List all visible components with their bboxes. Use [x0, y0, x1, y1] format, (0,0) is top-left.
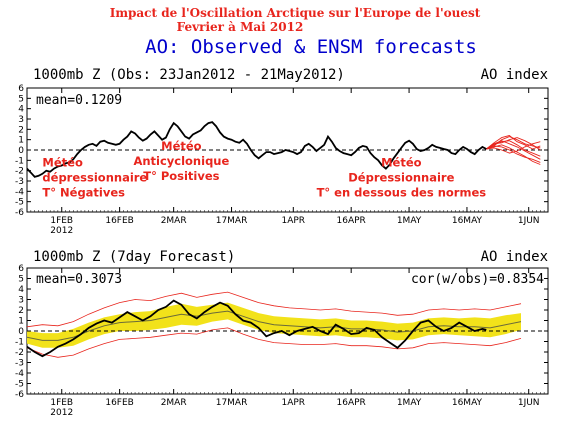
weather-annotation-text: dépressionnaire [42, 171, 147, 185]
y-tick-label: 2 [18, 125, 24, 135]
x-tick-label: 1JUN [518, 216, 540, 226]
x-tick-label: 16FEB [105, 398, 134, 408]
x-tick-label: 1APR [281, 398, 305, 408]
y-tick-label: 4 [18, 105, 24, 115]
x-tick-label: 2MAR [161, 398, 187, 408]
y-tick-label: -6 [15, 208, 24, 218]
weather-annotation-text: T° Négatives [42, 186, 125, 200]
forecast-member-line [486, 145, 541, 163]
y-tick-label: 3 [18, 115, 24, 125]
forecast-mean-label: mean=0.3073 [36, 272, 122, 287]
y-tick-label: 1 [18, 136, 24, 146]
ensemble-mean-line [26, 310, 522, 341]
weather-annotation-text: T° Positives [143, 169, 219, 183]
y-tick-label: -3 [15, 359, 24, 369]
weather-annotation-text: Météo [381, 156, 422, 170]
forecast-member-lines [486, 135, 541, 165]
x-tick-label: 16MAY [452, 216, 483, 226]
forecast-panel-title: 1000mb Z (7day Forecast) [33, 249, 235, 265]
y-tick-label: 2 [18, 306, 24, 316]
y-tick-label: 6 [18, 264, 24, 274]
y-tick-label: 3 [18, 296, 24, 306]
y-tick-label: 5 [18, 275, 24, 285]
y-tick-label: -6 [15, 390, 24, 400]
weather-annotation-text: Météo [42, 156, 83, 170]
forecast-envelope-upper [26, 291, 522, 328]
x-tick-year-label: 2012 [50, 226, 73, 236]
y-tick-label: -3 [15, 177, 24, 187]
x-tick-label: 1FEB [50, 398, 73, 408]
observed-panel: 1000mb Z (Obs: 23Jan2012 - 21May2012) AO… [15, 67, 549, 236]
y-tick-label: -4 [15, 187, 24, 197]
forecast-panel: 1000mb Z (7day Forecast) AO index 654321… [15, 249, 549, 418]
weather-annotation-text: Anticyclonique [133, 154, 229, 168]
x-tick-label: 16APR [337, 216, 366, 226]
x-tick-label: 1FEB [50, 216, 73, 226]
forecast-member-line [486, 140, 541, 157]
weather-annotation-text: T° en dessous des normes [317, 186, 487, 200]
y-tick-label: 0 [18, 146, 24, 156]
x-tick-label: 17MAR [216, 216, 248, 226]
forecast-member-line [486, 144, 541, 165]
observed-panel-index-label: AO index [481, 67, 548, 83]
y-tick-label: -5 [15, 198, 24, 208]
weather-annotation-text: Météo [161, 139, 202, 153]
y-tick-label: 1 [18, 317, 24, 327]
y-tick-label: 5 [18, 94, 24, 104]
y-tick-label: -2 [15, 167, 24, 177]
y-tick-label: 4 [18, 285, 24, 295]
forecast-panel-index-label: AO index [481, 249, 548, 265]
x-tick-label: 17MAR [216, 398, 248, 408]
y-tick-label: 6 [18, 84, 24, 94]
weather-annotation-text: Dépressionnaire [348, 171, 454, 185]
x-tick-label: 1APR [281, 216, 305, 226]
forecast-envelope-lower [26, 327, 522, 358]
observed-panel-title: 1000mb Z (Obs: 23Jan2012 - 21May2012) [33, 67, 345, 83]
y-tick-label: -2 [15, 348, 24, 358]
x-tick-label: 1MAY [397, 216, 422, 226]
y-tick-label: 0 [18, 327, 24, 337]
x-tick-label: 16MAY [452, 398, 483, 408]
forecast-observed-line [26, 299, 487, 358]
observed-mean-label: mean=0.1209 [36, 93, 122, 108]
x-tick-label: 1JUN [518, 398, 540, 408]
y-tick-label: -5 [15, 380, 24, 390]
y-tick-label: -1 [15, 338, 24, 348]
french-title-line2: Fevrier à Mai 2012 [177, 20, 304, 34]
x-tick-year-label: 2012 [50, 408, 73, 418]
main-title: AO: Observed & ENSM forecasts [145, 36, 477, 58]
forecast-member-line [486, 137, 541, 151]
french-title-line1: Impact de l'Oscillation Arctique sur l'E… [110, 6, 481, 20]
x-tick-label: 16FEB [105, 216, 134, 226]
x-tick-label: 2MAR [161, 216, 187, 226]
forecast-correlation-label: cor(w/obs)=0.8354 [411, 272, 544, 287]
x-tick-label: 16APR [337, 398, 366, 408]
y-tick-label: -4 [15, 369, 24, 379]
observed-ao-line [26, 121, 487, 178]
x-tick-label: 1MAY [397, 398, 422, 408]
y-tick-label: -1 [15, 156, 24, 166]
